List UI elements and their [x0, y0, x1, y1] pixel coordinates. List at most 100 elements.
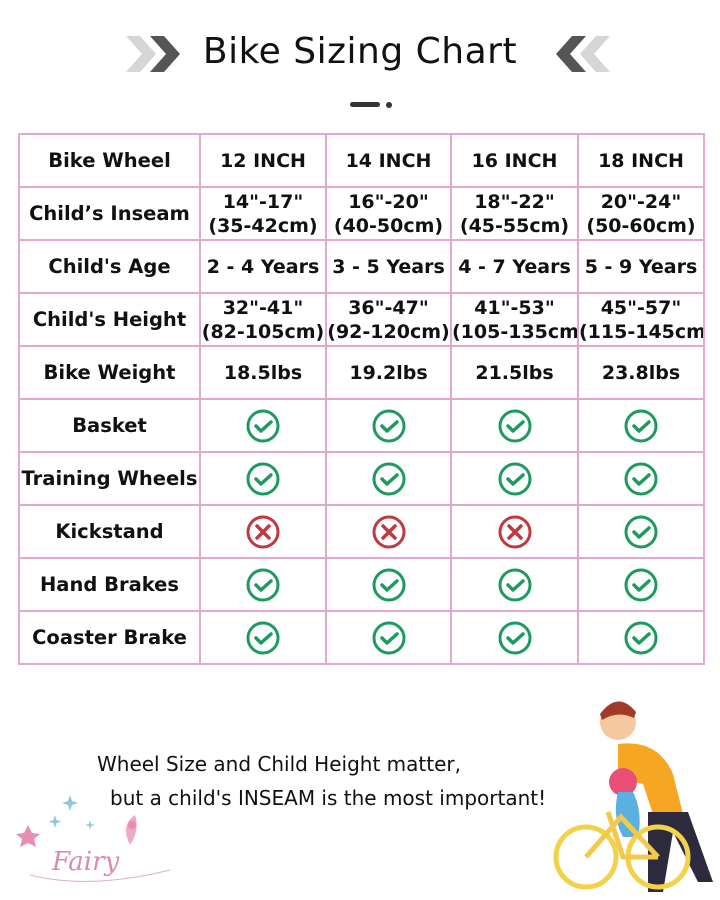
check-circle-icon	[246, 568, 280, 601]
table-cell	[199, 451, 327, 506]
cell-text: 20"-24"	[600, 190, 682, 213]
row-label: Hand Brakes	[18, 557, 201, 612]
table-cell	[199, 610, 327, 665]
table-cell	[199, 398, 327, 453]
table-cell: 3 - 5 Years	[325, 239, 452, 294]
table-row: Hand Brakes	[18, 557, 705, 612]
note-line-2: but a child's INSEAM is the most importa…	[110, 786, 547, 810]
chevron-left-icon	[556, 36, 610, 72]
cell-text: 2 - 4 Years	[206, 255, 320, 278]
cell-text: 21.5lbs	[475, 361, 554, 384]
x-circle-icon	[498, 515, 531, 548]
table-cell: 45"-57" (115-145cm	[577, 292, 705, 347]
table-cell	[325, 610, 452, 665]
check-circle-icon	[624, 568, 658, 601]
table-cell	[577, 557, 705, 612]
check-circle-icon	[624, 462, 658, 495]
table-cell: 18.5lbs	[199, 345, 327, 400]
table-cell: 14"-17" (35-42cm)	[199, 186, 327, 241]
cell-text: 5 - 9 Years	[584, 255, 698, 278]
cell-text: (50-60cm)	[586, 214, 696, 237]
cell-text: 16"-20"	[348, 190, 429, 213]
table-cell: 32"-41" (82-105cm)	[199, 292, 327, 347]
row-label: Kickstand	[18, 504, 201, 559]
table-cell: 4 - 7 Years	[450, 239, 579, 294]
table-cell	[577, 398, 705, 453]
row-label: Basket	[18, 398, 201, 453]
table-header-row: Bike Wheel 12 INCH 14 INCH 16 INCH 18 INCH	[18, 133, 705, 188]
cell-text: 32"-41"	[222, 296, 304, 319]
cell-text: 36"-47"	[348, 296, 429, 319]
cell-text: 23.8lbs	[601, 361, 681, 384]
table-cell	[199, 504, 327, 559]
row-label-text: Kickstand	[55, 519, 164, 543]
row-label: Child’s Inseam	[18, 186, 201, 241]
row-label: Training Wheels	[18, 451, 201, 506]
table-row: Bike Weight 18.5lbs 19.2lbs 21.5lbs 23.8lbs	[18, 345, 705, 400]
row-label: Bike Wheel	[18, 133, 201, 188]
row-label-text: Training Wheels	[21, 466, 198, 490]
note-line-1: Wheel Size and Child Height matter,	[97, 752, 461, 776]
cell-text: 3 - 5 Years	[332, 255, 445, 278]
column-header: 12 INCH	[199, 133, 327, 188]
check-circle-icon	[246, 409, 280, 442]
table-cell: 18"-22" (45-55cm)	[450, 186, 579, 241]
check-circle-icon	[624, 409, 658, 442]
table-cell	[325, 504, 452, 559]
table-cell: 19.2lbs	[325, 345, 452, 400]
check-circle-icon	[498, 409, 531, 442]
cell-text: (40-50cm)	[333, 214, 444, 237]
parent-child-bike-illustration	[553, 701, 713, 892]
check-circle-icon	[372, 568, 405, 601]
header-text: 16 INCH	[471, 149, 558, 172]
header-text: 18 INCH	[598, 149, 684, 172]
row-label: Coaster Brake	[18, 610, 201, 665]
table-cell: 21.5lbs	[450, 345, 579, 400]
table-cell	[325, 557, 452, 612]
row-label: Bike Weight	[18, 345, 201, 400]
header-text: 14 INCH	[345, 149, 432, 172]
cell-text: 19.2lbs	[349, 361, 428, 384]
cell-text: 14"-17"	[222, 190, 304, 213]
table-cell: 20"-24" (50-60cm)	[577, 186, 705, 241]
check-circle-icon	[498, 621, 531, 654]
header-text: 12 INCH	[220, 149, 306, 172]
check-circle-icon	[498, 462, 531, 495]
cell-text: (45-55cm)	[459, 214, 570, 237]
table-row: Coaster Brake	[18, 610, 705, 665]
table-row: Kickstand	[18, 504, 705, 559]
cell-text: 18.5lbs	[223, 361, 303, 384]
table-cell	[450, 398, 579, 453]
table-cell: 16"-20" (40-50cm)	[325, 186, 452, 241]
column-header: 18 INCH	[577, 133, 705, 188]
table-cell	[450, 557, 579, 612]
table-row: Training Wheels	[18, 451, 705, 506]
table-cell	[450, 610, 579, 665]
row-label-text: Hand Brakes	[39, 572, 180, 596]
cell-text: (82-105cm)	[201, 320, 325, 343]
divider-dot	[386, 102, 392, 108]
table-cell	[450, 504, 579, 559]
cell-text: 41"-53"	[474, 296, 555, 319]
check-circle-icon	[372, 621, 405, 654]
check-circle-icon	[624, 621, 658, 654]
x-circle-icon	[246, 515, 280, 548]
column-header: 14 INCH	[325, 133, 452, 188]
column-header: 16 INCH	[450, 133, 579, 188]
cell-text: (92-120cm)	[327, 320, 450, 343]
table-cell	[577, 504, 705, 559]
fairy-logo: Fairy	[16, 795, 171, 882]
check-circle-icon	[246, 621, 280, 654]
page-title: Bike Sizing Chart	[202, 31, 518, 72]
row-label-text: Child's Height	[32, 307, 187, 331]
divider-bar	[350, 102, 380, 107]
row-label-text: Child’s Inseam	[29, 201, 190, 225]
svg-text:Fairy: Fairy	[51, 847, 120, 877]
table-cell	[325, 451, 452, 506]
table-cell: 23.8lbs	[577, 345, 705, 400]
check-circle-icon	[372, 409, 405, 442]
row-label-text: Coaster Brake	[32, 625, 187, 649]
header-text: Bike Wheel	[48, 148, 171, 172]
table-cell	[325, 398, 452, 453]
table-row: Child's Height 32"-41" (82-105cm) 36"-47" (9…	[18, 292, 705, 347]
